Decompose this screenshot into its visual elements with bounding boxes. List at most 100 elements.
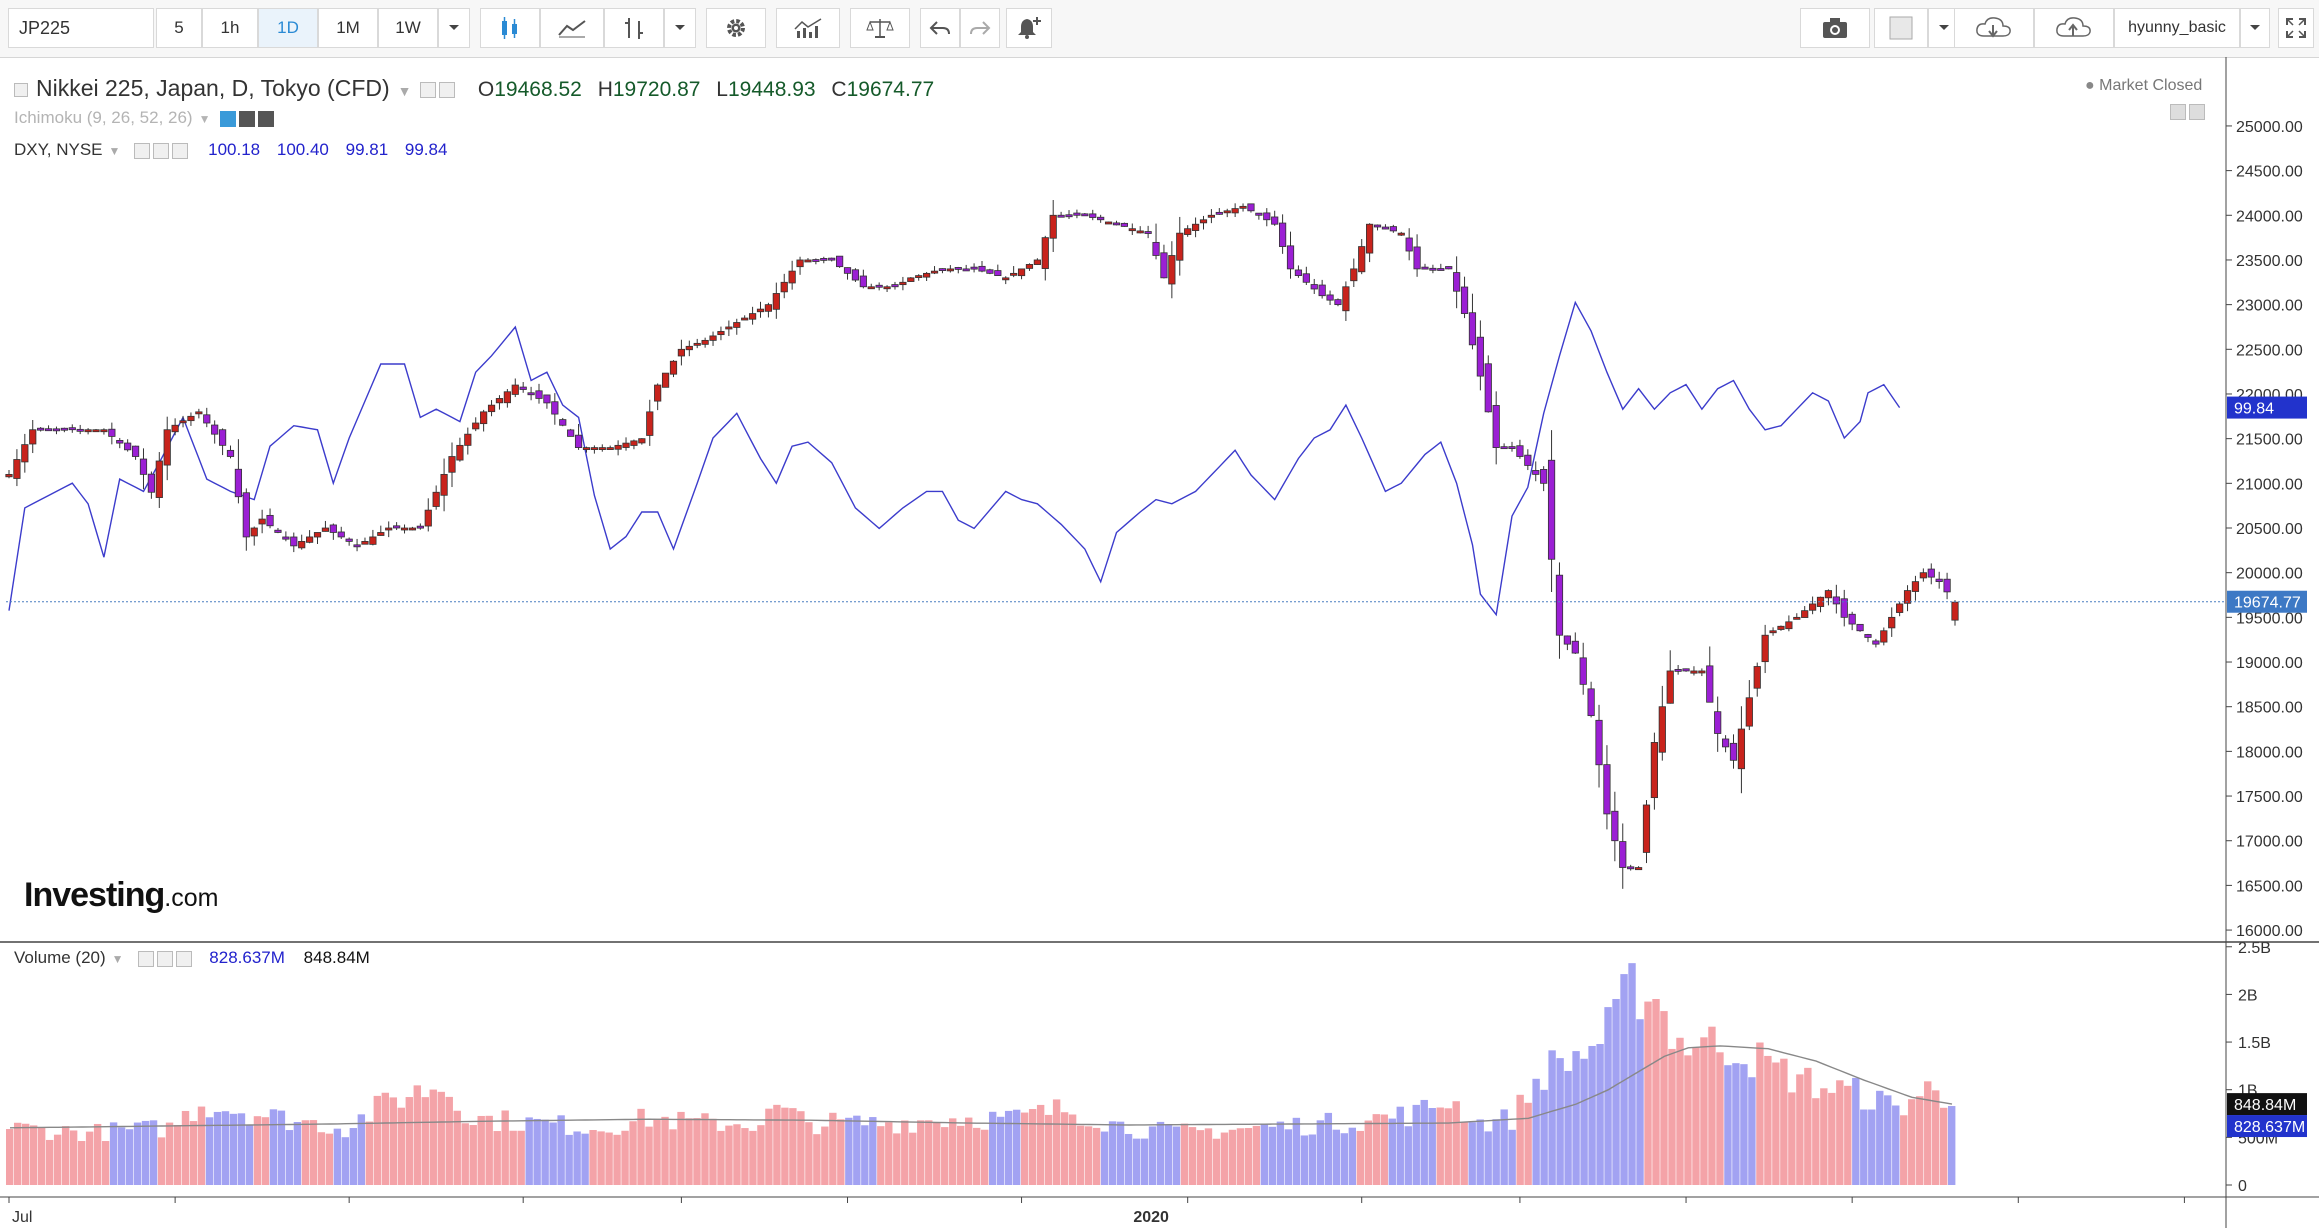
gear-icon[interactable] [156, 950, 173, 967]
volume-bar [1892, 1105, 1900, 1185]
candle-body [1801, 610, 1809, 618]
candle-body [147, 473, 155, 493]
compare-button[interactable] [850, 8, 910, 48]
fullscreen-button[interactable] [2278, 8, 2314, 48]
ichimoku-legend: Ichimoku (9, 26, 52, 26) ▼ [14, 108, 277, 128]
price-tick-label: 20000.00 [2236, 566, 2303, 583]
eye-icon[interactable] [137, 950, 154, 967]
indicators-button[interactable] [776, 8, 840, 48]
volume-bar [797, 1111, 805, 1185]
volume-bar [149, 1120, 158, 1185]
volume-bar [1292, 1117, 1301, 1185]
interval-1w[interactable]: 1W [378, 8, 438, 48]
volume-bar [1036, 1104, 1045, 1185]
alert-button[interactable] [1006, 8, 1052, 48]
eye-icon[interactable] [134, 142, 151, 159]
volume-bar [1012, 1109, 1021, 1185]
candle-body [1445, 266, 1453, 270]
volume-bar [901, 1120, 909, 1185]
volume-bar [1908, 1099, 1916, 1185]
interval-1m[interactable]: 1M [318, 8, 378, 48]
snapshot-button[interactable] [1800, 8, 1870, 48]
settings-button[interactable] [706, 8, 766, 48]
volume-bar [1460, 1122, 1468, 1185]
interval-dropdown[interactable] [438, 8, 470, 48]
collapse-icon[interactable] [14, 82, 28, 97]
volume-bar [1484, 1131, 1492, 1185]
candle-body [1642, 804, 1651, 853]
volume-bar [141, 1120, 150, 1185]
candle-body [543, 394, 551, 404]
chevron-down-icon[interactable]: ▼ [108, 144, 121, 158]
price-tick-label: 19000.00 [2236, 655, 2303, 672]
volume-bar [485, 1115, 493, 1185]
volume-bar [685, 1118, 693, 1185]
volume-bar [173, 1124, 182, 1185]
save-layout-button[interactable] [2034, 8, 2114, 48]
chart-type-dropdown[interactable] [664, 8, 696, 48]
price-tick-label: 17000.00 [2236, 834, 2303, 851]
interval-1h[interactable]: 1h [202, 8, 258, 48]
candle-body [108, 428, 116, 437]
chevron-down-icon[interactable]: ▼ [111, 952, 124, 966]
chart-canvas[interactable]: 25000.00 24500.00 24000.00 23500.00 23000.00… [0, 57, 2319, 1228]
undo-button[interactable] [920, 8, 960, 48]
volume-bar [541, 1119, 549, 1185]
volume-bar [877, 1126, 885, 1185]
symbol-input[interactable]: JP225 [8, 8, 154, 48]
arrow-up-icon[interactable] [2189, 103, 2205, 120]
interval-5[interactable]: 5 [156, 8, 202, 48]
chevron-down-icon[interactable]: ▼ [397, 83, 412, 99]
load-layout-button[interactable] [1954, 8, 2034, 48]
volume-bar [1540, 1089, 1548, 1185]
gear-icon[interactable] [438, 81, 455, 98]
volume-bar [933, 1122, 941, 1185]
volume-bar [261, 1117, 270, 1185]
bars-button[interactable] [604, 8, 664, 48]
candle-body [582, 447, 591, 450]
chevron-down-icon[interactable]: ▼ [198, 112, 211, 126]
close-icon[interactable] [175, 950, 192, 967]
arrow-down-icon[interactable] [2170, 103, 2186, 120]
candle-body [804, 259, 812, 263]
color-picker-button[interactable] [1874, 8, 1928, 48]
user-menu[interactable]: hyunny_basic [2114, 8, 2240, 48]
volume-bar [589, 1130, 597, 1185]
volume-bar [1812, 1098, 1820, 1185]
volume-bar [941, 1127, 949, 1185]
interval-1d[interactable]: 1D [258, 8, 318, 48]
candle-body [1650, 742, 1658, 799]
candle-body [1033, 259, 1041, 265]
volume-bar [1452, 1101, 1460, 1185]
redo-button[interactable] [960, 8, 1000, 48]
candle-body [1611, 810, 1619, 842]
candles-button[interactable] [480, 8, 540, 48]
eye-icon[interactable] [220, 110, 237, 127]
candle-body [764, 304, 773, 312]
volume-bar [381, 1092, 390, 1185]
user-dropdown[interactable] [2240, 8, 2270, 48]
close-icon[interactable] [258, 110, 275, 127]
candle-body [1911, 581, 1920, 592]
gear-icon[interactable] [239, 110, 256, 127]
volume-bar [1548, 1050, 1556, 1185]
candle-body [361, 541, 369, 545]
volume-bar [1380, 1114, 1388, 1185]
time-axis[interactable]: Jul 2020 [8, 1197, 2185, 1226]
volume-bar [693, 1118, 701, 1185]
candle-body [1927, 568, 1935, 578]
price-axis[interactable]: 25000.00 24500.00 24000.00 23500.00 23000.00… [2226, 119, 2303, 940]
volume-bar [1732, 1063, 1740, 1185]
candle-body [1025, 264, 1034, 269]
candle-body [859, 275, 867, 288]
eye-icon[interactable] [419, 81, 436, 98]
volume-bar [53, 1134, 62, 1185]
volume-bar [1420, 1099, 1428, 1185]
area-chart-button[interactable] [540, 8, 604, 48]
close-icon[interactable] [172, 142, 189, 159]
redo-icon [970, 21, 991, 35]
market-status: ● Market Closed [2085, 77, 2203, 94]
gear-icon[interactable] [153, 142, 170, 159]
volume-bar [1700, 1037, 1708, 1185]
